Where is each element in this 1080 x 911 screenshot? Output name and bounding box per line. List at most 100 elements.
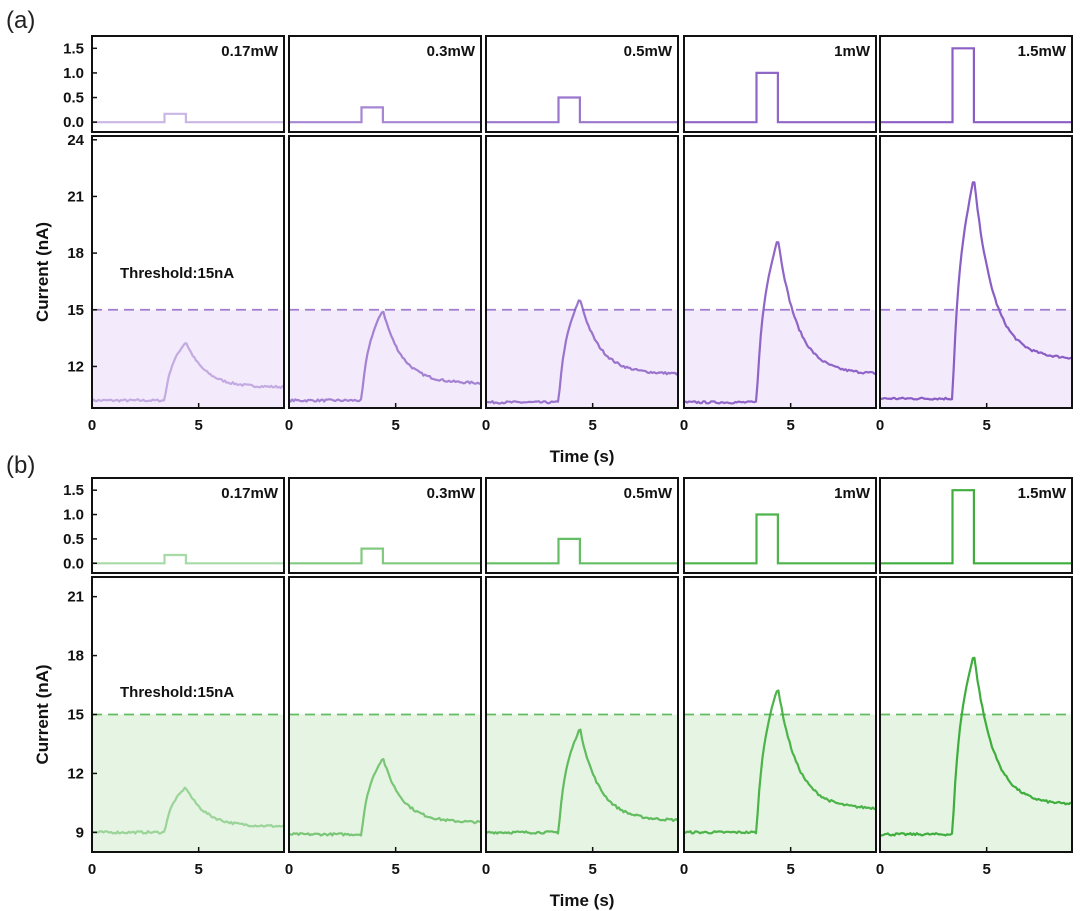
x-tick-label: 0: [285, 417, 293, 434]
y-tick-label: 15: [67, 707, 84, 724]
x-tick-label: 5: [194, 861, 202, 878]
x-tick-label: 0: [680, 417, 688, 434]
bottom-frame: [683, 135, 877, 409]
y-tick-label: 24: [67, 132, 84, 149]
top-y-tick-label: 1.5: [63, 40, 84, 57]
power-label: 0.5mW: [624, 43, 673, 60]
response-line: [91, 342, 285, 403]
y-tick-label: 21: [67, 589, 84, 606]
pulse-line: [289, 547, 481, 565]
subplot-a-1: 0.17mW 0 5: [88, 35, 285, 434]
x-tick-label: 0: [285, 861, 293, 878]
subplot-b-2: 0.3mW 0 5: [285, 477, 482, 878]
threshold-band: [92, 714, 284, 852]
top-frame: [485, 35, 679, 133]
pulse-line: [684, 71, 876, 124]
top-y-tick-label: 0.0: [63, 114, 84, 131]
x-tick-label: 5: [588, 417, 596, 434]
power-label: 0.5mW: [624, 485, 673, 502]
x-axis-label: Time (s): [550, 447, 615, 466]
panel-a: (a) 0.17mW 0 5 0.3mW 0 5 0.5mW 0 5 1mW 0 5 1.5mW 0 5 1.5…: [6, 7, 1073, 466]
pulse-line: [486, 96, 678, 124]
y-axis-label: Current (nA): [33, 664, 52, 764]
top-frame: [879, 477, 1073, 574]
y-tick-label: 21: [67, 188, 84, 205]
x-tick-label: 0: [876, 417, 884, 434]
pulse-line: [92, 112, 284, 124]
power-label: 0.17mW: [221, 43, 279, 60]
subplot-a-4: 1mW 0 5: [680, 35, 877, 434]
bottom-frame: [879, 576, 1073, 853]
response-line: [683, 689, 877, 835]
x-tick-label: 0: [88, 417, 96, 434]
power-label: 1.5mW: [1018, 43, 1067, 60]
response-line: [683, 241, 877, 405]
top-y-tick-label: 0.5: [63, 531, 84, 548]
x-tick-label: 5: [588, 861, 596, 878]
threshold-band: [684, 309, 876, 408]
bottom-frame: [91, 135, 285, 409]
power-label: 1.5mW: [1018, 485, 1067, 502]
subplot-b-3: 0.5mW 0 5: [482, 477, 679, 878]
threshold-band: [289, 309, 481, 408]
response-line: [288, 758, 482, 837]
bottom-frame: [288, 135, 482, 409]
top-y-tick-label: 1.0: [63, 65, 84, 82]
y-tick-label: 9: [76, 824, 84, 841]
x-tick-label: 5: [391, 417, 399, 434]
power-label: 0.17mW: [221, 485, 279, 502]
subplot-b-4: 1mW 0 5: [680, 477, 877, 878]
bottom-frame: [288, 576, 482, 853]
top-frame: [683, 35, 877, 133]
power-label: 1mW: [834, 485, 871, 502]
bottom-frame: [485, 135, 679, 409]
x-axis-label: Time (s): [550, 891, 615, 910]
y-axis-label: Current (nA): [33, 222, 52, 322]
y-tick-label: 12: [67, 358, 84, 375]
top-frame: [485, 477, 679, 574]
top-frame: [91, 477, 285, 574]
x-tick-label: 0: [88, 861, 96, 878]
x-tick-label: 0: [680, 861, 688, 878]
x-tick-label: 5: [391, 861, 399, 878]
pulse-line: [486, 537, 678, 565]
x-tick-label: 5: [982, 417, 990, 434]
top-y-tick-label: 0.0: [63, 555, 84, 572]
x-tick-label: 5: [786, 417, 794, 434]
x-tick-label: 5: [786, 861, 794, 878]
response-line: [879, 656, 1073, 837]
x-tick-label: 0: [482, 861, 490, 878]
pulse-line: [684, 513, 876, 565]
pulse-line: [92, 553, 284, 565]
x-tick-label: 5: [982, 861, 990, 878]
power-label: 0.3mW: [427, 485, 476, 502]
top-frame: [288, 477, 482, 574]
x-tick-label: 0: [482, 417, 490, 434]
panel-label: (a): [6, 7, 35, 34]
subplot-a-3: 0.5mW 0 5: [482, 35, 679, 434]
bottom-frame: [879, 135, 1073, 409]
response-line: [879, 181, 1073, 401]
top-frame: [879, 35, 1073, 133]
threshold-band: [684, 714, 876, 852]
response-line: [288, 310, 482, 403]
threshold-band: [92, 309, 284, 408]
pulse-line: [880, 47, 1072, 124]
power-label: 0.3mW: [427, 43, 476, 60]
subplot-b-1: 0.17mW 0 5: [88, 477, 285, 878]
x-tick-label: 5: [194, 417, 202, 434]
pulse-line: [880, 489, 1072, 565]
subplot-a-2: 0.3mW 0 5: [285, 35, 482, 434]
top-y-tick-label: 1.0: [63, 507, 84, 524]
top-y-tick-label: 0.5: [63, 90, 84, 107]
top-frame: [288, 35, 482, 133]
threshold-label: Threshold:15nA: [120, 265, 234, 282]
subplot-b-5: 1.5mW 0 5: [876, 477, 1073, 878]
top-frame: [683, 477, 877, 574]
y-tick-label: 18: [67, 648, 84, 665]
threshold-band: [880, 714, 1072, 852]
power-label: 1mW: [834, 43, 871, 60]
x-tick-label: 0: [876, 861, 884, 878]
